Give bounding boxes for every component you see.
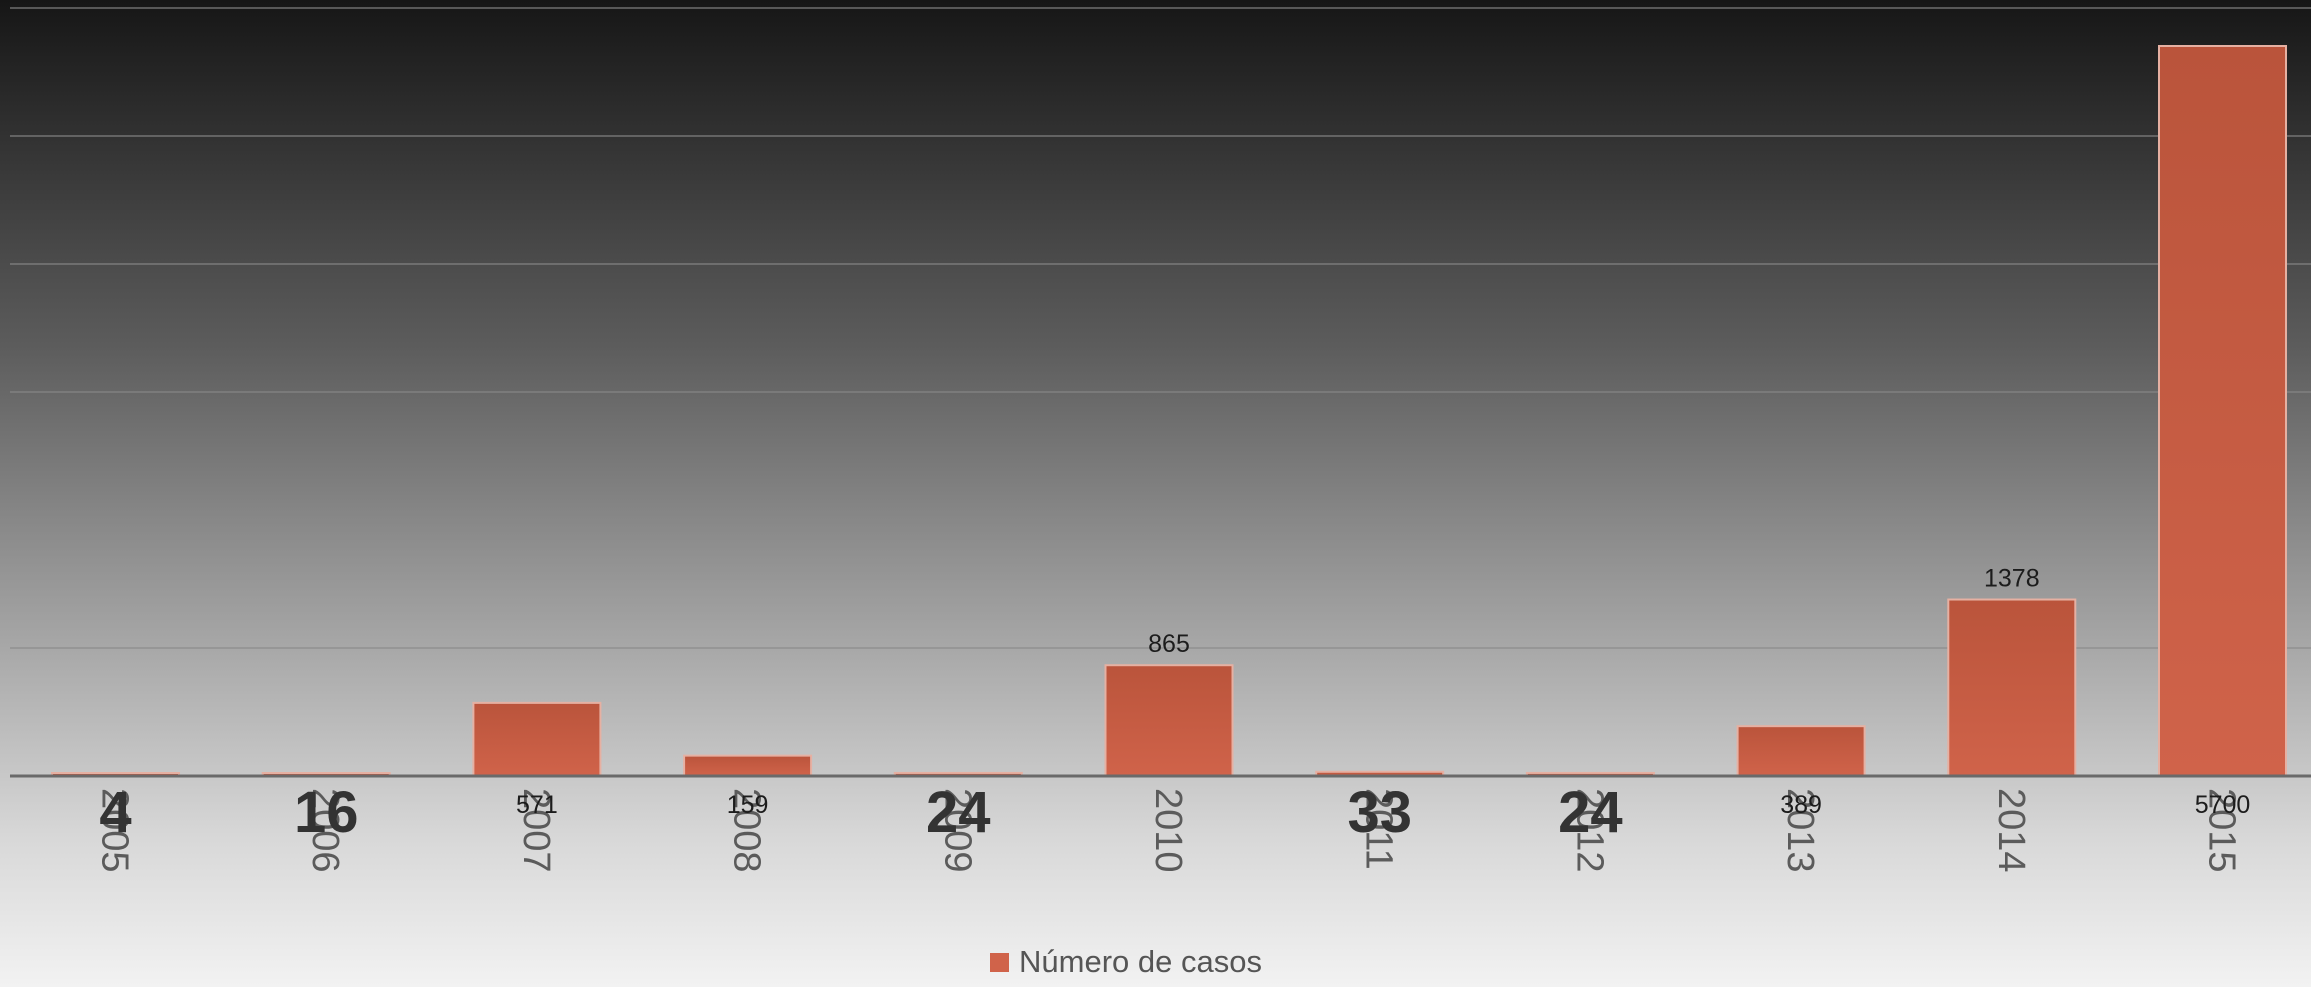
data-label-2007: 571	[516, 791, 558, 819]
data-label-2014: 1378	[1984, 565, 2040, 593]
tick-label-2015: 2015	[2201, 788, 2243, 873]
data-label-2010: 865	[1148, 630, 1190, 658]
data-label-2013: 389	[1780, 791, 1822, 819]
tick-label-2014: 2014	[1990, 788, 2032, 873]
x-axis-ticks: 2005 2006 2007 2008 2009 2010 2011 2012 2013 2014…	[94, 788, 2243, 873]
tick-label-2006: 2006	[304, 788, 346, 873]
bar-2007	[472, 701, 602, 778]
legend-swatch	[990, 952, 1009, 972]
data-label-2005: 4	[99, 780, 131, 845]
data-labels: 4 16 571 159 24 865 33 24 389 1378 5700	[99, 565, 2250, 845]
data-label-2006: 16	[294, 780, 359, 845]
data-label-2011: 33	[1347, 780, 1412, 845]
gridlines	[10, 7, 2311, 649]
tick-label-2008: 2008	[726, 788, 768, 873]
tick-label-2007: 2007	[515, 788, 557, 873]
tick-label-2012: 2012	[1568, 788, 1610, 873]
tick-label-2009: 2009	[936, 788, 978, 873]
bar-2013	[1736, 725, 1866, 778]
tick-label-2013: 2013	[1779, 788, 1821, 873]
bars	[51, 45, 2287, 778]
data-label-2015: 5700	[2195, 791, 2251, 819]
legend-label: Número de casos	[1019, 944, 1262, 979]
tick-label-2005: 2005	[94, 788, 136, 873]
data-label-2009: 24	[926, 780, 991, 845]
bar-2010	[1104, 664, 1234, 777]
bar-2015	[2158, 45, 2287, 777]
bar-2008	[683, 754, 813, 777]
tick-label-2011: 2011	[1358, 788, 1400, 870]
tick-label-2010: 2010	[1147, 788, 1189, 873]
data-label-2012: 24	[1558, 780, 1623, 845]
legend: Número de casos	[990, 940, 1262, 984]
data-label-2008: 159	[727, 791, 769, 819]
bar-2014	[1947, 598, 2077, 777]
